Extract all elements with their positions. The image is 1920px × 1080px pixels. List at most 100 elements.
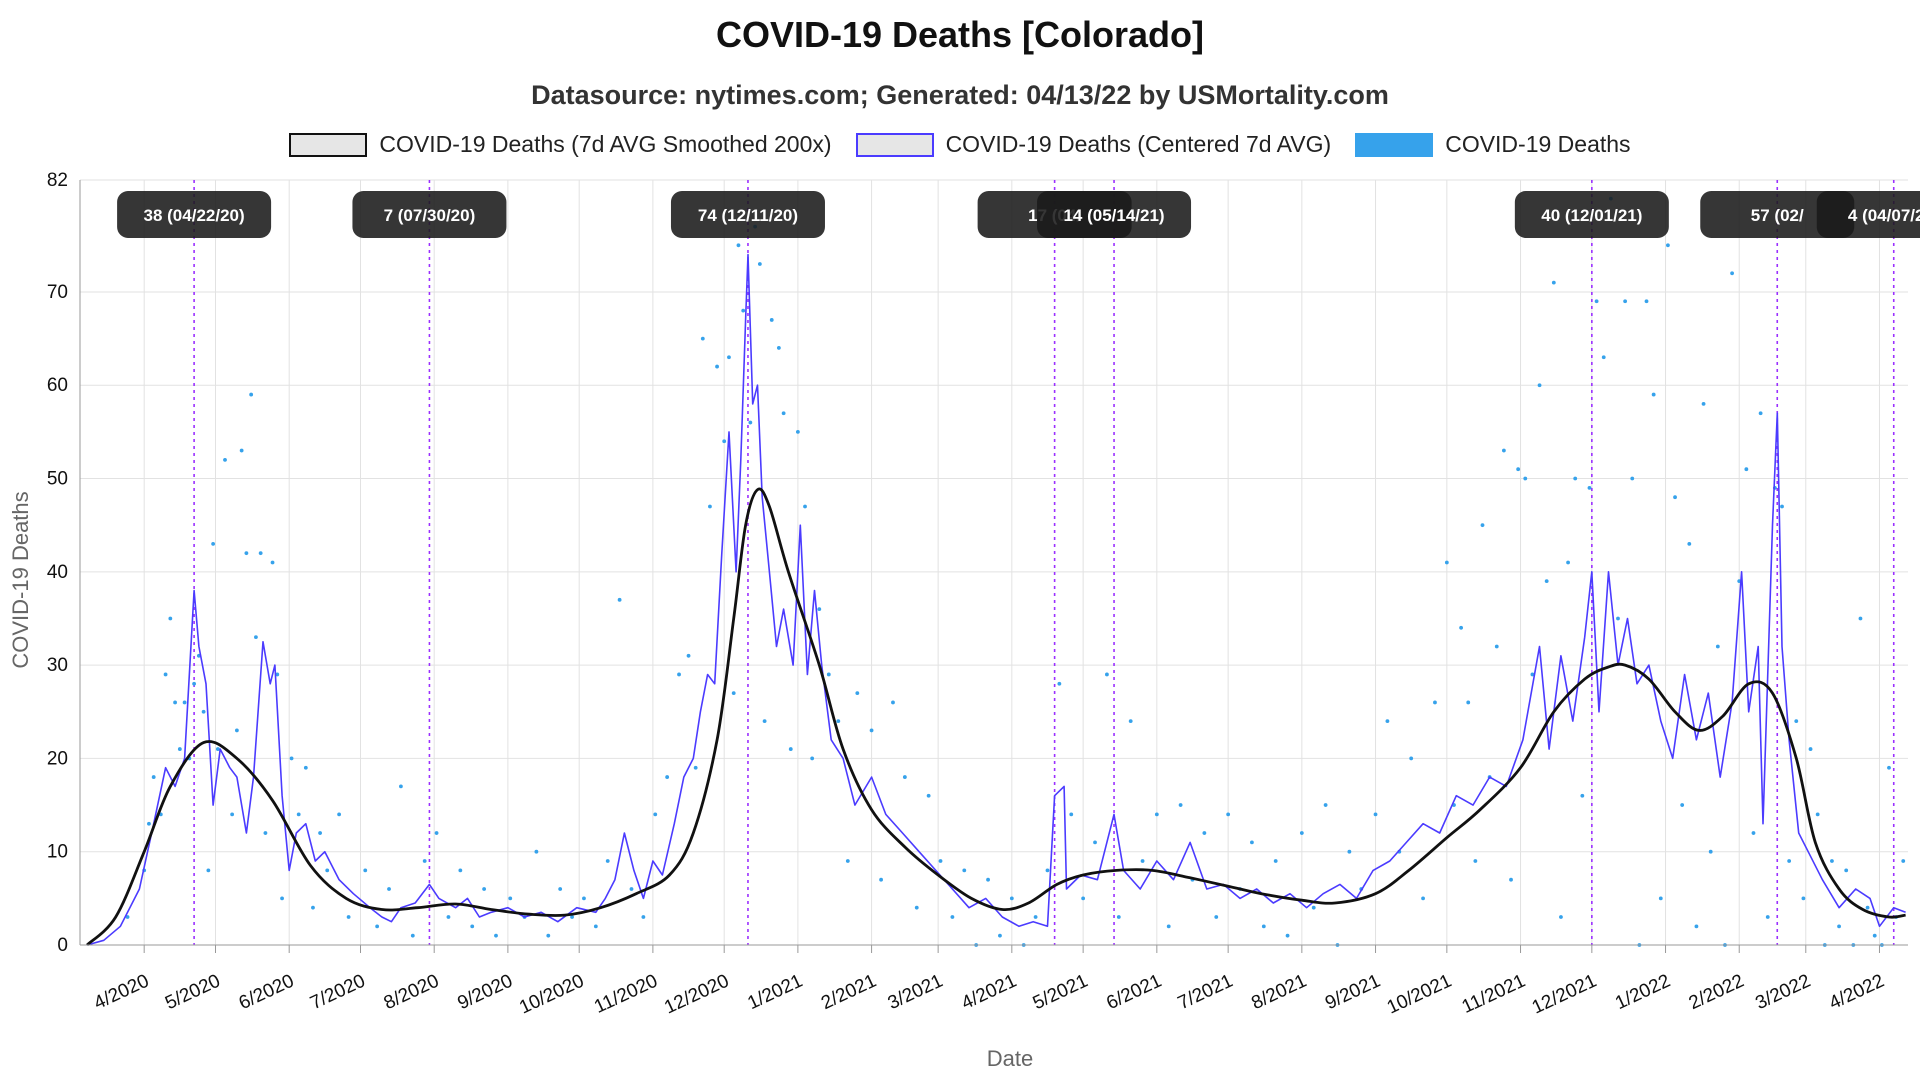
deaths-point <box>1815 812 1820 817</box>
legend-item-smoothed[interactable]: COVID-19 Deaths (7d AVG Smoothed 200x) <box>289 131 832 158</box>
annotation-badge-label: 7 (07/30/20) <box>384 206 476 225</box>
deaths-point <box>1587 485 1592 490</box>
deaths-point <box>788 747 793 751</box>
deaths-point <box>1537 383 1542 388</box>
annotation-badge-bg <box>1514 191 1669 238</box>
annotation-badge-bg <box>117 191 272 238</box>
deaths-point <box>1459 625 1464 630</box>
deaths-point <box>434 831 439 835</box>
deaths-point <box>950 915 955 919</box>
deaths-point <box>722 439 727 444</box>
annotation-badge-label: 40 (12/01/21) <box>1541 206 1642 225</box>
x-tick-label: 10/2021 <box>1384 970 1455 1018</box>
y-tick-label: 30 <box>47 655 68 676</box>
x-axis-label: Date <box>987 1046 1033 1071</box>
deaths-point <box>1311 905 1316 910</box>
legend-item-7d-avg[interactable]: COVID-19 Deaths (Centered 7d AVG) <box>855 131 1332 158</box>
deaths-point <box>1744 467 1749 472</box>
x-tick-label: 3/2021 <box>885 970 947 1014</box>
y-tick-label: 40 <box>47 562 68 583</box>
deaths-point <box>1687 541 1692 546</box>
deaths-point <box>1566 560 1570 565</box>
annotation-badge-label: 38 (04/22/20) <box>144 206 245 225</box>
deaths-point <box>1666 243 1670 248</box>
deaths-point <box>1261 924 1266 929</box>
deaths-point <box>1069 812 1074 817</box>
annotation-badge-label: 4 (04/07/22) <box>1848 206 1920 225</box>
deaths-point <box>1154 812 1159 817</box>
legend-item-deaths[interactable]: COVID-19 Deaths <box>1355 131 1631 158</box>
deaths-point <box>869 728 874 733</box>
deaths-point <box>653 812 658 817</box>
deaths-point <box>1673 495 1677 500</box>
legend-label-7d-avg: COVID-19 Deaths (Centered 7d AVG) <box>945 131 1332 157</box>
deaths-point <box>289 756 294 761</box>
deaths-point <box>1347 849 1352 854</box>
deaths-point <box>1808 747 1813 751</box>
annotation-badge: 38 (04/22/20) <box>117 191 272 238</box>
deaths-point <box>177 747 182 751</box>
deaths-point <box>151 775 156 779</box>
x-tick-label: 9/2021 <box>1322 970 1384 1014</box>
deaths-point <box>230 812 235 817</box>
deaths-point <box>762 719 767 723</box>
deaths-point <box>748 420 753 425</box>
deaths-point <box>1480 523 1485 528</box>
deaths-point <box>629 887 634 891</box>
deaths-point <box>1409 756 1414 761</box>
x-tick-label: 12/2021 <box>1529 970 1600 1018</box>
y-tick-label: 50 <box>47 469 68 490</box>
x-tick-label: 8/2020 <box>381 970 443 1014</box>
deaths-point <box>727 355 731 360</box>
annotation-badge: 40 (12/01/21) <box>1514 191 1669 238</box>
series-line-smoothed <box>86 487 1906 947</box>
deaths-point <box>239 448 244 453</box>
deaths-point <box>998 933 1002 938</box>
deaths-point <box>1516 467 1521 472</box>
deaths-point <box>1601 355 1606 360</box>
deaths-point <box>891 700 895 705</box>
deaths-point <box>641 915 646 919</box>
deaths-point <box>795 429 800 434</box>
deaths-point <box>494 933 498 938</box>
deaths-point <box>605 859 610 863</box>
deaths-point <box>1285 933 1290 938</box>
annotation-badge-label: 14 (05/14/21) <box>1063 206 1164 225</box>
deaths-point <box>826 672 831 677</box>
y-tick-label: 70 <box>47 282 68 303</box>
deaths-point <box>1421 896 1425 901</box>
x-tick-label: 11/2021 <box>1459 970 1529 1017</box>
deaths-point <box>1787 859 1792 863</box>
deaths-point <box>1801 896 1806 901</box>
x-tick-label: 4/2022 <box>1826 970 1888 1014</box>
deaths-point <box>1623 299 1628 304</box>
deaths-point <box>1214 915 1219 919</box>
x-tick-label: 3/2022 <box>1752 970 1814 1014</box>
y-tick-label: 10 <box>47 842 68 863</box>
x-tick-label: 7/2020 <box>307 970 369 1014</box>
deaths-point <box>1166 924 1171 929</box>
deaths-point <box>234 728 239 733</box>
lines-layer <box>86 253 1906 947</box>
deaths-point <box>803 504 807 509</box>
deaths-point <box>736 243 741 248</box>
deaths-point <box>1530 672 1535 677</box>
x-tick-label: 12/2020 <box>661 970 732 1018</box>
deaths-point <box>275 672 280 677</box>
deaths-point <box>1751 831 1756 835</box>
deaths-point <box>617 597 622 602</box>
deaths-point <box>1758 411 1763 416</box>
legend-swatch-smoothed <box>289 132 368 157</box>
deaths-point <box>938 859 943 863</box>
deaths-point <box>1715 644 1720 649</box>
deaths-point <box>1494 644 1499 649</box>
annotation-badge-bg <box>1037 191 1192 238</box>
deaths-point <box>375 924 380 929</box>
deaths-point <box>458 868 463 873</box>
deaths-point <box>715 364 719 369</box>
deaths-point <box>163 672 168 677</box>
x-tick-label: 1/2022 <box>1612 970 1674 1014</box>
deaths-point <box>769 318 774 322</box>
annotation-badge-bg <box>352 191 507 238</box>
deaths-point <box>1858 616 1863 621</box>
